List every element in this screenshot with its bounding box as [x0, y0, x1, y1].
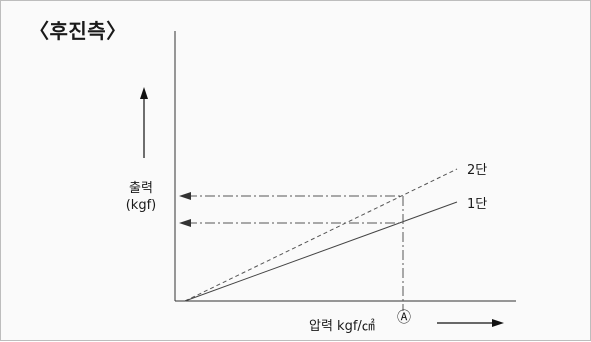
- series-1-arrowhead: [179, 219, 191, 227]
- figure-title: 〈후진측〉: [29, 19, 127, 43]
- up-arrow-head: [140, 87, 148, 99]
- series-2-arrowhead: [179, 192, 191, 200]
- y-axis-label-line1: 출력: [129, 181, 153, 196]
- series-2-label: 2단: [467, 163, 488, 178]
- series-1-line: [184, 201, 458, 302]
- series-2-line: [184, 168, 458, 302]
- x-marker-a: Ⓐ: [397, 310, 411, 326]
- series-1-label: 1단: [467, 197, 488, 212]
- y-axis-label: 출력 (kgf): [111, 180, 171, 214]
- x-axis-label: 압력 kgf/㎠: [309, 319, 375, 334]
- right-arrow-head: [492, 319, 504, 327]
- y-axis-label-line2: (kgf): [125, 198, 157, 213]
